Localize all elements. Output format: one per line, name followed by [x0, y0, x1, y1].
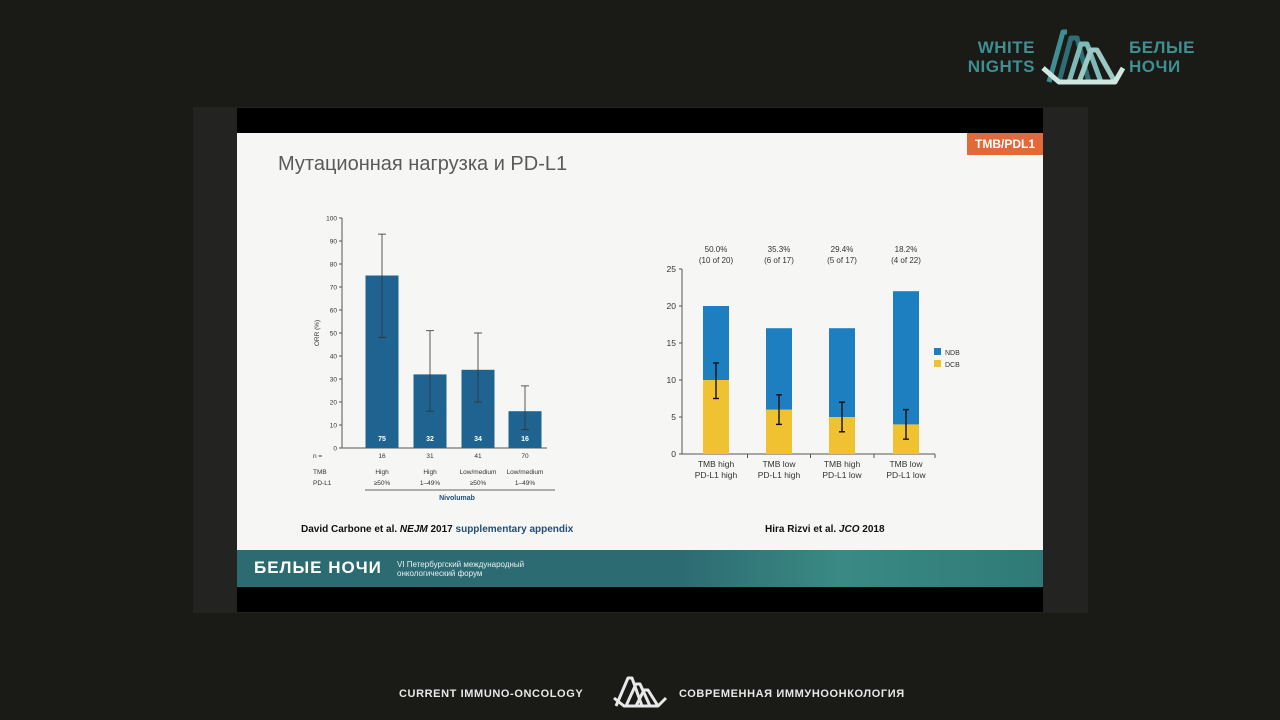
legend-ndb-swatch — [934, 348, 941, 355]
category-line1: TMB low — [762, 459, 796, 469]
bottom-branding: CURRENT IMMUNO-ONCOLOGY СОВРЕМЕННАЯ ИММУ… — [0, 672, 1280, 716]
y-tick-label: 0 — [333, 446, 337, 453]
y-tick-label: 90 — [330, 239, 338, 246]
y-tick-label: 100 — [326, 216, 337, 223]
y-tick-label: 70 — [330, 285, 338, 292]
group-label: Nivolumab — [439, 495, 475, 501]
citation-appendix: supplementary appendix — [455, 524, 574, 535]
n-row-label: n = — [313, 453, 322, 460]
citation-authors: Hira Rizvi et al. — [765, 524, 839, 535]
orr-bar-chart: 0 10 20 30 40 50 60 70 80 90 100 ORR (%) 75 16 High ≥50… — [313, 216, 555, 501]
current-immuno-oncology-text: CURRENT IMMUNO-ONCOLOGY — [399, 688, 584, 700]
citation-year: 2018 — [859, 524, 885, 535]
white-nights-emblem-icon — [1041, 29, 1125, 85]
footer-subtitle: VI Петербургский международный онкологич… — [397, 560, 525, 578]
top-fraction-label: (5 of 17) — [827, 256, 857, 265]
y-tick-label: 10 — [330, 423, 338, 430]
category-line2: PD-L1 high — [758, 470, 801, 480]
top-fraction-label: (4 of 22) — [891, 256, 921, 265]
pdl1-category: 1–49% — [420, 480, 440, 487]
y-tick-label: 30 — [330, 377, 338, 384]
sovremennaya-immunoonkologiya-text: СОВРЕМЕННАЯ ИММУНООНКОЛОГИЯ — [679, 688, 905, 700]
category-line2: PD-L1 high — [695, 470, 738, 480]
pdl1-category: ≥50% — [374, 480, 391, 487]
category-line1: TMB high — [824, 459, 861, 469]
tmb-category: Low/medium — [507, 469, 544, 476]
y-tick-label: 80 — [330, 262, 338, 269]
legend-dcb-label: DCB — [945, 362, 960, 369]
top-percent-label: 50.0% — [705, 245, 728, 254]
tmb-category: High — [423, 469, 437, 476]
category-line1: TMB low — [889, 459, 923, 469]
bar-value-label: 16 — [521, 436, 529, 443]
bar-value-label: 34 — [474, 436, 482, 443]
y-axis-label: ORR (%) — [314, 320, 321, 346]
white-nights-logo: WHITE NIGHTS БЕЛЫЕ НОЧИ — [955, 24, 1205, 90]
slide-tag: TMB/PDL1 — [967, 133, 1043, 155]
category-line2: PD-L1 low — [886, 470, 926, 480]
bar-value-label: 75 — [378, 436, 386, 443]
tmb-category: Low/medium — [460, 469, 497, 476]
y-tick-label: 20 — [330, 400, 338, 407]
citation-journal: NEJM — [399, 524, 428, 535]
immuno-oncology-emblem-icon — [613, 676, 668, 708]
y-tick-label: 15 — [667, 338, 677, 348]
presentation-slide: Мутационная нагрузка и PD-L1 TMB/PDL1 0 1… — [237, 133, 1043, 587]
citation-rizvi: Hira Rizvi et al. JCO 2018 — [765, 524, 885, 535]
top-fraction-label: (10 of 20) — [699, 256, 734, 265]
tmb-row-label: TMB — [313, 469, 327, 476]
category-line1: TMB high — [698, 459, 735, 469]
y-tick-label: 0 — [671, 449, 676, 459]
top-fraction-label: (6 of 17) — [764, 256, 794, 265]
citation-journal: JCO — [838, 524, 860, 535]
top-percent-label: 18.2% — [895, 245, 918, 254]
category-line2: PD-L1 low — [822, 470, 862, 480]
y-tick-label: 50 — [330, 331, 338, 338]
y-tick-label: 10 — [667, 375, 677, 385]
pdl1-row-label: PD-L1 — [313, 480, 332, 487]
n-value: 70 — [521, 453, 529, 460]
y-tick-label: 20 — [667, 301, 677, 311]
n-value: 16 — [378, 453, 386, 460]
tmb-category: High — [375, 469, 389, 476]
y-tick-label: 5 — [671, 412, 676, 422]
y-tick-label: 60 — [330, 308, 338, 315]
slide-footer: БЕЛЫЕ НОЧИ VI Петербургский международны… — [237, 550, 1043, 587]
citation-authors: David Carbone et al. — [301, 524, 400, 535]
pdl1-category: ≥50% — [470, 480, 487, 487]
y-tick-label: 40 — [330, 354, 338, 361]
white-nights-text: WHITE NIGHTS — [967, 38, 1035, 76]
n-value: 41 — [474, 453, 482, 460]
ndb-bar — [893, 291, 919, 425]
y-tick-label: 25 — [667, 264, 677, 274]
top-percent-label: 29.4% — [831, 245, 854, 254]
top-percent-label: 35.3% — [768, 245, 791, 254]
pdl1-category: 1–49% — [515, 480, 535, 487]
footer-brand: БЕЛЫЕ НОЧИ — [254, 558, 382, 577]
slide-title: Мутационная нагрузка и PD-L1 — [278, 153, 568, 175]
legend-dcb-swatch — [934, 360, 941, 367]
bar-value-label: 32 — [426, 436, 434, 443]
legend-ndb-label: NDB — [945, 350, 960, 357]
citation-carbone: David Carbone et al. NEJM 2017 supplemen… — [301, 524, 573, 535]
citation-year: 2017 — [427, 524, 456, 535]
belye-nochi-text: БЕЛЫЕ НОЧИ — [1129, 38, 1195, 76]
n-value: 31 — [426, 453, 434, 460]
